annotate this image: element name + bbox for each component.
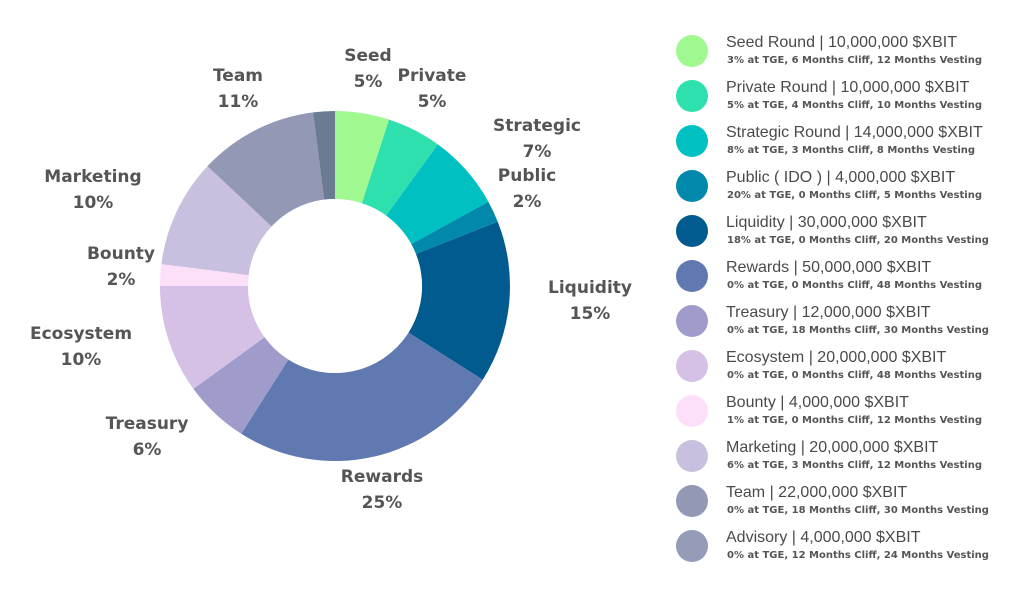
slice-label-seed: Seed [344, 46, 391, 66]
slice-value-seed: 5% [354, 72, 383, 92]
slice-value-public: 2% [513, 192, 542, 212]
slice-ecosystem [160, 286, 265, 389]
slice-label-ecosystem: Ecosystem [30, 324, 132, 344]
slice-liquidity [408, 221, 510, 380]
slice-rewards [241, 332, 483, 461]
slice-label-private: Private [398, 66, 467, 86]
slice-bounty [160, 264, 249, 286]
slice-advisory [313, 111, 335, 200]
slice-label-bounty: Bounty [87, 244, 155, 264]
slice-label-treasury: Treasury [106, 414, 189, 434]
slice-label-marketing: Marketing [44, 167, 141, 187]
donut-slices [160, 111, 510, 461]
slice-value-rewards: 25% [362, 493, 403, 513]
slice-value-team: 11% [218, 92, 259, 112]
slice-team [207, 112, 325, 227]
slice-label-rewards: Rewards [341, 467, 423, 487]
slice-value-private: 5% [418, 92, 447, 112]
slice-strategic [386, 144, 489, 245]
slice-label-public: Public [498, 166, 556, 186]
slice-value-marketing: 10% [73, 193, 114, 213]
donut-hole [248, 199, 422, 373]
slice-value-liquidity: 15% [570, 304, 611, 324]
slice-private [361, 119, 438, 216]
slice-label-liquidity: Liquidity [548, 278, 632, 298]
slice-marketing [161, 166, 272, 276]
slice-value-treasury: 6% [133, 440, 162, 460]
slice-labels: Seed 5% Private 5% Strategic 7% Public 2% Liquid… [30, 46, 632, 513]
slice-seed [335, 111, 390, 204]
slice-value-strategic: 7% [523, 142, 552, 162]
slice-label-strategic: Strategic [493, 116, 581, 136]
slice-treasury [193, 337, 289, 434]
slice-value-ecosystem: 10% [61, 350, 102, 370]
slice-public [411, 201, 498, 254]
slice-label-team: Team [213, 66, 263, 86]
slice-value-bounty: 2% [107, 270, 136, 290]
